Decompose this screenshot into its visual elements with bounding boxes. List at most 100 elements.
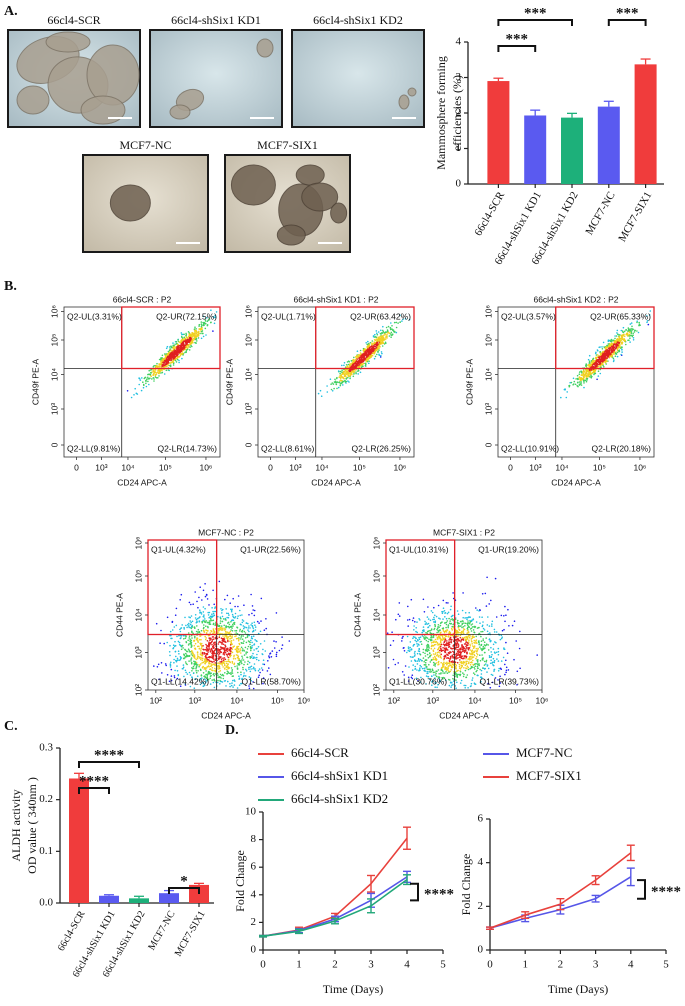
event [415, 640, 418, 643]
event [217, 648, 219, 650]
event [597, 365, 600, 368]
event [337, 386, 340, 389]
event [382, 342, 384, 344]
event [145, 385, 148, 388]
quadrant-label: Q2-UL(3.31%) [67, 311, 122, 321]
event [424, 655, 427, 657]
event [232, 625, 234, 627]
event [373, 345, 376, 348]
event [231, 672, 234, 674]
event [341, 364, 343, 367]
event [577, 381, 579, 384]
event [366, 354, 368, 356]
event [623, 335, 626, 338]
event [578, 371, 581, 373]
event [219, 620, 222, 622]
event [251, 646, 253, 649]
event [198, 645, 200, 648]
event [387, 667, 390, 669]
event [233, 656, 235, 658]
event [213, 660, 215, 663]
event [213, 631, 215, 633]
event [186, 650, 188, 652]
event [240, 635, 243, 637]
event [249, 666, 251, 668]
event [176, 657, 179, 660]
event [176, 358, 179, 361]
event [636, 330, 638, 332]
event [232, 597, 234, 600]
micrograph [149, 29, 283, 128]
y-tick-label: 10⁵ [133, 570, 143, 583]
event [222, 661, 224, 663]
event [254, 668, 256, 670]
event [182, 664, 185, 666]
event [196, 340, 198, 342]
event [174, 650, 177, 653]
event [212, 638, 215, 640]
event [201, 620, 203, 623]
x-tick-label: 10⁴ [121, 462, 134, 472]
event [450, 605, 452, 608]
event [344, 374, 347, 377]
event [375, 330, 378, 332]
event [600, 364, 603, 366]
event [203, 660, 206, 663]
event [373, 353, 376, 355]
event [368, 357, 370, 360]
event [585, 365, 587, 368]
event [592, 363, 594, 366]
event [206, 324, 209, 327]
event [241, 629, 244, 632]
event [196, 637, 198, 639]
event [602, 351, 605, 353]
event [193, 328, 196, 330]
event [225, 662, 228, 665]
event [234, 617, 236, 619]
event [251, 641, 253, 644]
event [223, 648, 225, 651]
event [497, 670, 500, 672]
event [262, 648, 264, 651]
event [361, 363, 364, 366]
event [375, 350, 377, 352]
event [171, 620, 174, 623]
event [174, 353, 176, 356]
event [627, 327, 630, 329]
event [231, 682, 233, 684]
event [239, 648, 242, 650]
event [444, 612, 447, 614]
event [371, 349, 373, 352]
event [441, 669, 444, 671]
event [152, 377, 155, 379]
event [602, 341, 605, 344]
event [357, 360, 359, 362]
event [165, 366, 167, 368]
event [176, 665, 178, 667]
event [252, 627, 255, 629]
y-axis-label: CD49f PE-A [30, 359, 40, 406]
event [250, 649, 252, 652]
event [162, 360, 164, 362]
event [573, 383, 575, 385]
event [234, 612, 237, 615]
event [588, 364, 591, 366]
event [200, 649, 202, 651]
event [193, 334, 196, 336]
event [169, 644, 171, 647]
event [183, 344, 186, 347]
event [336, 387, 338, 390]
event [227, 632, 230, 635]
event [226, 616, 228, 619]
event [189, 338, 192, 340]
event [212, 656, 214, 658]
event [345, 371, 348, 373]
event [343, 377, 345, 380]
event [181, 357, 183, 360]
event [616, 332, 618, 334]
event [178, 653, 180, 655]
event [214, 649, 217, 651]
event [247, 640, 250, 642]
event [194, 636, 196, 639]
event [232, 686, 234, 688]
